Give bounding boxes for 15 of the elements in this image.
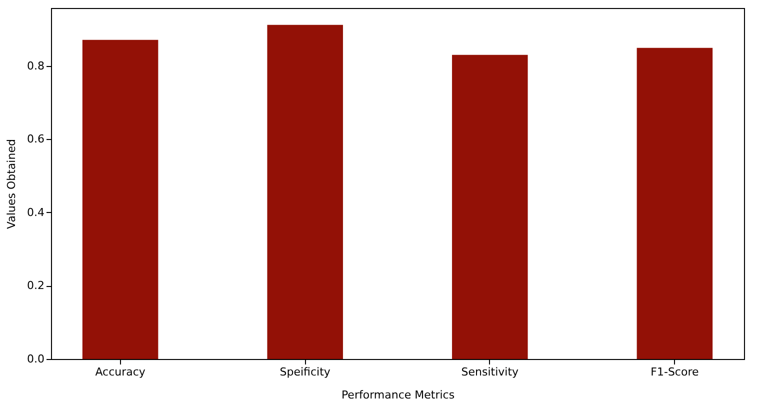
bar bbox=[452, 54, 528, 359]
bar bbox=[82, 40, 158, 359]
x-tick-label: Sensitivity bbox=[461, 366, 520, 378]
y-tick-label: 0.6 bbox=[27, 132, 44, 146]
x-tick-label: F1-Score bbox=[650, 366, 699, 378]
y-tick-label: 0.0 bbox=[27, 352, 44, 366]
y-tick-label: 0.8 bbox=[27, 59, 44, 72]
bar bbox=[267, 24, 343, 359]
y-tick-label: 0.2 bbox=[27, 279, 44, 292]
y-axis-title: Values Obtained bbox=[5, 139, 18, 229]
x-axis-title: Performance Metrics bbox=[341, 388, 455, 402]
x-tick-label: Speificity bbox=[280, 366, 331, 378]
y-tick-label: 0.4 bbox=[27, 206, 44, 219]
bar bbox=[636, 48, 713, 359]
x-tick-label: Accuracy bbox=[95, 366, 146, 378]
